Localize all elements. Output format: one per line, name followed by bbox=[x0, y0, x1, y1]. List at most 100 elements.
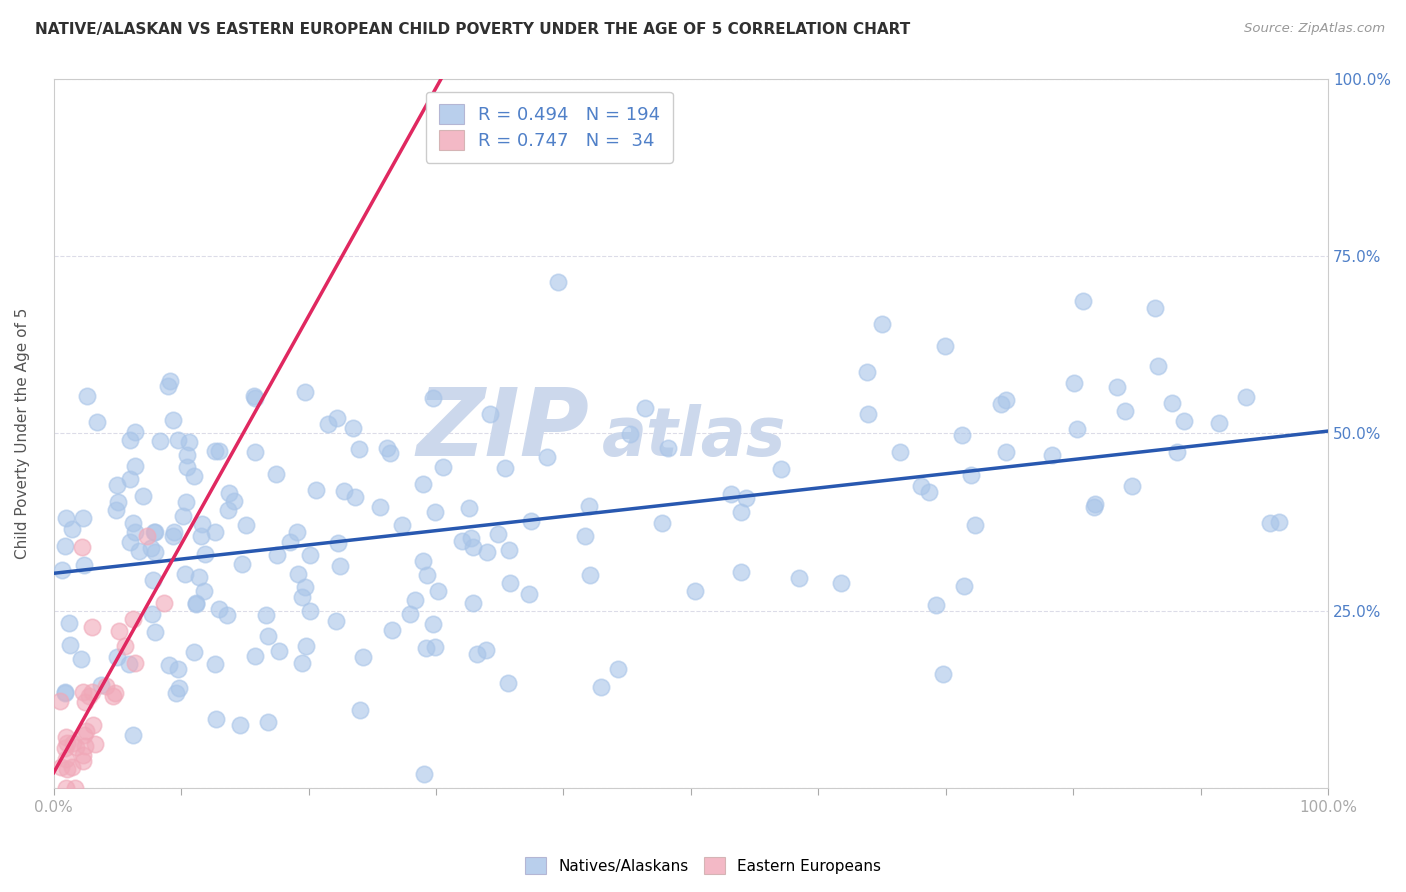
Point bbox=[218, 486, 240, 500]
Point bbox=[107, 495, 129, 509]
Point bbox=[329, 558, 352, 573]
Point bbox=[82, 684, 104, 698]
Point bbox=[49, 694, 72, 708]
Point bbox=[186, 596, 208, 610]
Point bbox=[547, 275, 569, 289]
Point bbox=[432, 459, 454, 474]
Point bbox=[159, 374, 181, 388]
Point bbox=[243, 445, 266, 459]
Point bbox=[494, 460, 516, 475]
Point bbox=[121, 516, 143, 530]
Point bbox=[416, 568, 439, 582]
Point bbox=[153, 595, 176, 609]
Point bbox=[49, 760, 72, 774]
Point bbox=[176, 460, 198, 475]
Point bbox=[657, 442, 679, 456]
Point bbox=[769, 462, 792, 476]
Point bbox=[460, 531, 482, 545]
Point bbox=[498, 543, 520, 558]
Point bbox=[58, 616, 80, 631]
Point bbox=[73, 728, 96, 742]
Point bbox=[536, 450, 558, 465]
Point bbox=[1114, 403, 1136, 417]
Point bbox=[889, 445, 911, 459]
Point bbox=[105, 649, 128, 664]
Point bbox=[423, 640, 446, 654]
Point bbox=[591, 680, 613, 694]
Point bbox=[990, 397, 1012, 411]
Point bbox=[73, 558, 96, 573]
Point bbox=[368, 500, 391, 515]
Point bbox=[1063, 376, 1085, 391]
Point bbox=[254, 607, 277, 622]
Point bbox=[950, 428, 973, 442]
Point bbox=[217, 608, 239, 623]
Point bbox=[55, 730, 77, 744]
Point bbox=[499, 576, 522, 591]
Point bbox=[172, 509, 194, 524]
Point bbox=[124, 525, 146, 540]
Point bbox=[925, 598, 948, 612]
Point bbox=[157, 378, 180, 392]
Point bbox=[208, 444, 231, 458]
Point bbox=[208, 602, 231, 616]
Point bbox=[422, 391, 444, 405]
Point bbox=[994, 393, 1017, 408]
Point bbox=[143, 524, 166, 539]
Point bbox=[730, 505, 752, 519]
Point bbox=[204, 524, 226, 539]
Text: atlas: atlas bbox=[602, 404, 786, 470]
Point bbox=[118, 472, 141, 486]
Point bbox=[82, 620, 104, 634]
Point bbox=[352, 649, 374, 664]
Point bbox=[76, 389, 98, 403]
Point bbox=[910, 478, 932, 492]
Point bbox=[204, 443, 226, 458]
Point bbox=[579, 568, 602, 582]
Text: Source: ZipAtlas.com: Source: ZipAtlas.com bbox=[1244, 22, 1385, 36]
Point bbox=[75, 724, 97, 739]
Point bbox=[51, 563, 73, 577]
Point bbox=[204, 657, 226, 671]
Point bbox=[217, 503, 239, 517]
Point bbox=[142, 573, 165, 587]
Point bbox=[266, 548, 288, 562]
Point bbox=[520, 514, 543, 528]
Point bbox=[606, 662, 628, 676]
Point bbox=[326, 411, 349, 425]
Point bbox=[70, 540, 93, 554]
Point bbox=[1084, 497, 1107, 511]
Y-axis label: Child Poverty Under the Age of 5: Child Poverty Under the Age of 5 bbox=[15, 308, 30, 559]
Point bbox=[89, 678, 111, 692]
Point bbox=[72, 747, 94, 762]
Point bbox=[194, 548, 217, 562]
Point bbox=[932, 666, 955, 681]
Point bbox=[264, 467, 287, 482]
Point bbox=[305, 483, 328, 498]
Point bbox=[412, 477, 434, 491]
Point bbox=[349, 703, 371, 717]
Point bbox=[299, 605, 322, 619]
Point bbox=[872, 318, 894, 332]
Point bbox=[425, 505, 447, 519]
Point bbox=[1267, 515, 1289, 529]
Point bbox=[412, 554, 434, 568]
Point bbox=[457, 501, 479, 516]
Point bbox=[72, 511, 94, 525]
Point bbox=[63, 780, 86, 795]
Point bbox=[73, 739, 96, 753]
Point bbox=[344, 490, 367, 504]
Point bbox=[55, 736, 77, 750]
Point bbox=[149, 434, 172, 449]
Point bbox=[325, 615, 347, 629]
Point bbox=[461, 540, 484, 554]
Point bbox=[415, 640, 437, 655]
Point bbox=[55, 752, 77, 766]
Point bbox=[1121, 479, 1143, 493]
Point bbox=[965, 517, 987, 532]
Point bbox=[953, 579, 976, 593]
Point bbox=[475, 545, 498, 559]
Point bbox=[1040, 448, 1063, 462]
Point bbox=[143, 524, 166, 539]
Point bbox=[60, 760, 83, 774]
